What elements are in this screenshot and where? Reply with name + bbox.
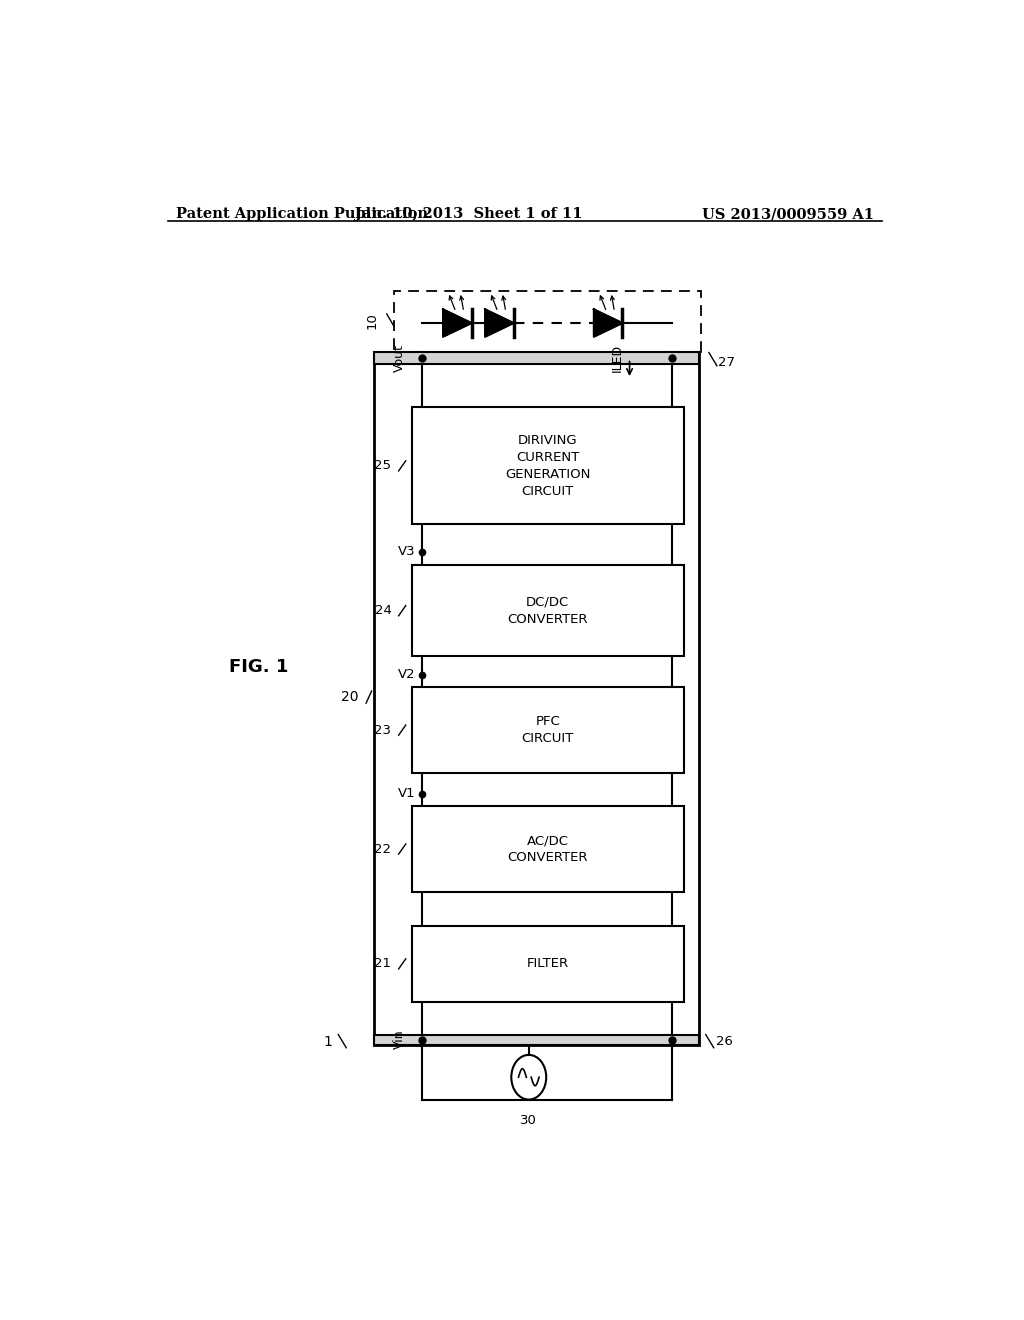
Text: V1: V1	[397, 787, 416, 800]
Text: 10: 10	[366, 313, 379, 330]
Text: DC/DC
CONVERTER: DC/DC CONVERTER	[508, 595, 588, 626]
Bar	[412, 925, 684, 1002]
Text: 20: 20	[341, 690, 358, 704]
Text: 22: 22	[375, 842, 391, 855]
Text: 30: 30	[520, 1114, 538, 1127]
Text: 25: 25	[375, 459, 391, 473]
Text: ILED: ILED	[611, 343, 624, 372]
Bar	[412, 565, 684, 656]
Text: 26: 26	[716, 1035, 733, 1048]
Bar	[394, 290, 701, 351]
Bar	[412, 686, 684, 774]
Text: FIG. 1: FIG. 1	[229, 657, 289, 676]
Text: US 2013/0009559 A1: US 2013/0009559 A1	[702, 207, 873, 222]
Text: FILTER: FILTER	[526, 957, 569, 970]
Text: Patent Application Publication: Patent Application Publication	[176, 207, 428, 222]
Bar	[412, 408, 684, 524]
Bar	[412, 805, 684, 892]
Bar	[374, 351, 699, 364]
Text: Vin: Vin	[393, 1030, 406, 1049]
Text: Vout: Vout	[393, 343, 406, 371]
Text: V2: V2	[397, 668, 416, 681]
Text: Jan. 10, 2013  Sheet 1 of 11: Jan. 10, 2013 Sheet 1 of 11	[355, 207, 583, 222]
Text: DIRIVING
CURRENT
GENERATION
CIRCUIT: DIRIVING CURRENT GENERATION CIRCUIT	[505, 434, 591, 498]
Polygon shape	[443, 309, 472, 337]
Bar	[374, 1035, 699, 1044]
Polygon shape	[485, 309, 514, 337]
Text: V3: V3	[397, 545, 416, 558]
Text: AC/DC
CONVERTER: AC/DC CONVERTER	[508, 834, 588, 865]
Text: 21: 21	[375, 957, 391, 970]
Text: 24: 24	[375, 605, 391, 618]
Text: 23: 23	[375, 723, 391, 737]
Text: PFC
CIRCUIT: PFC CIRCUIT	[521, 715, 573, 744]
Text: 27: 27	[718, 356, 734, 370]
Polygon shape	[594, 309, 623, 337]
Bar	[374, 351, 699, 1044]
Text: 1: 1	[324, 1035, 332, 1048]
